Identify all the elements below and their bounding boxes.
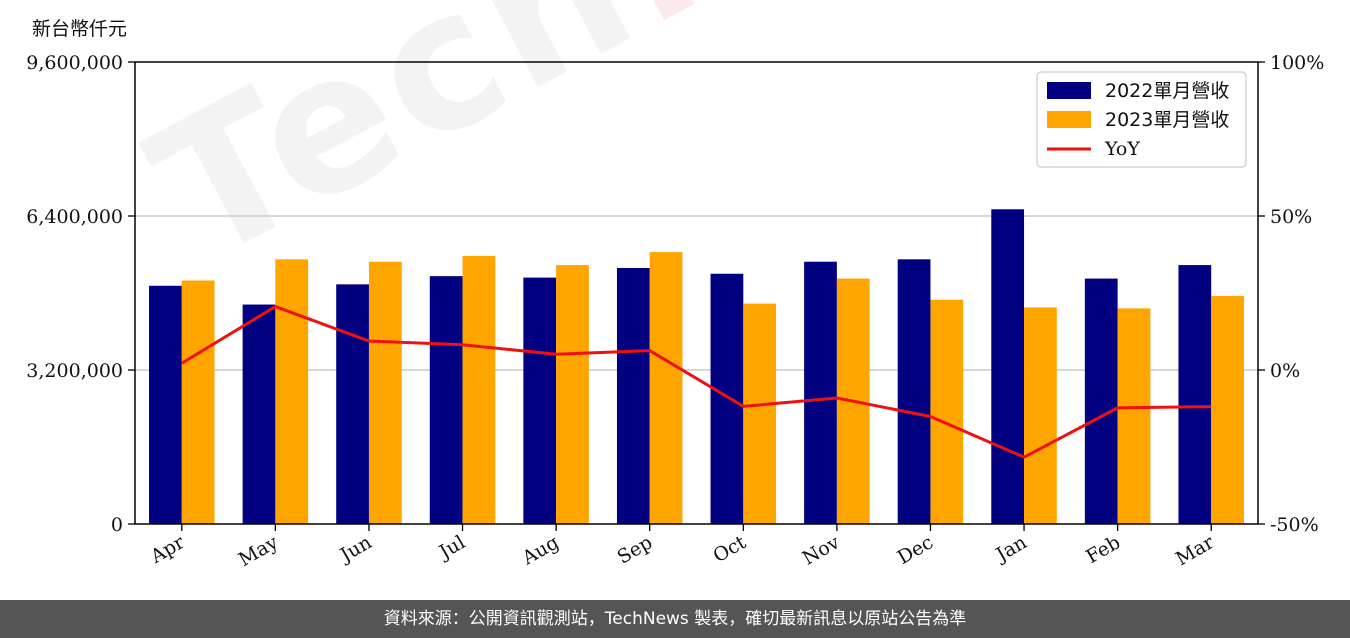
bar-2022 xyxy=(429,276,463,524)
bar-2022 xyxy=(336,284,369,524)
x-tick-label: Feb xyxy=(1082,531,1124,568)
legend-label-yoy: YoY xyxy=(1104,138,1140,160)
legend-label-2022: 2022單月營收 xyxy=(1105,80,1229,102)
bar-2022 xyxy=(1084,278,1118,524)
bar-2023 xyxy=(275,259,309,524)
chart-area: TechNews 新台幣仟元 03,200,0006,400,0009,600,… xyxy=(26,0,1324,571)
x-tick-label: May xyxy=(235,531,282,571)
bar-2023 xyxy=(1024,307,1057,524)
bar-2023 xyxy=(368,261,402,524)
y-tick-label: 3,200,000 xyxy=(26,360,123,382)
x-tick-label: Apr xyxy=(146,531,189,568)
bar-2022 xyxy=(991,209,1025,524)
x-tick-label: Jun xyxy=(335,531,376,567)
yoy-line xyxy=(181,305,1212,459)
bar-2022 xyxy=(804,261,837,524)
source-footer: 資料來源：公開資訊觀測站，TechNews 製表，確切最新訊息以原站公告為準 xyxy=(0,600,1350,638)
bar-2023 xyxy=(743,303,777,524)
bar-2023 xyxy=(649,252,683,524)
x-tick-label: Jul xyxy=(434,531,469,564)
bar-2023 xyxy=(181,280,215,524)
revenue-chart: 0 3,200,000 6,400,000 9,600,000 -50% 0% 50% 100… xyxy=(26,52,1324,571)
bar-2023 xyxy=(462,255,496,524)
bar-2022 xyxy=(897,259,931,524)
x-tick-label: Sep xyxy=(614,531,657,568)
bar-2022 xyxy=(710,273,744,524)
x-tick-label: Aug xyxy=(518,531,563,570)
legend-swatch-2022 xyxy=(1047,82,1091,99)
bar-2022 xyxy=(1178,265,1212,524)
bar-2023 xyxy=(1211,295,1244,524)
x-tick-label: Dec xyxy=(894,531,937,569)
y-axis-unit-label: 新台幣仟元 xyxy=(32,18,128,40)
y-tick-label: 9,600,000 xyxy=(26,52,123,74)
legend-label-2023: 2023單月營收 xyxy=(1105,109,1229,131)
plot-frame xyxy=(134,61,1259,525)
bar-2022 xyxy=(523,277,557,524)
bar-2022 xyxy=(616,267,650,524)
y-right-tick-label: -50% xyxy=(1270,514,1319,536)
y-right-tick-label: 50% xyxy=(1270,206,1312,228)
bar-2023 xyxy=(1117,308,1151,524)
legend-swatch-2023 xyxy=(1047,111,1091,128)
x-tick-label: Jan xyxy=(991,531,1031,567)
x-tick-label: Oct xyxy=(709,531,750,567)
bar-2022 xyxy=(149,285,182,524)
y-tick-label: 6,400,000 xyxy=(26,206,123,228)
y-right-tick-label: 100% xyxy=(1270,52,1324,74)
x-tick-label: Nov xyxy=(799,531,844,570)
bar-2023 xyxy=(930,299,964,524)
x-tick-label: Mar xyxy=(1172,531,1218,570)
y-right-tick-label: 0% xyxy=(1270,360,1300,382)
bar-2023 xyxy=(556,265,589,524)
y-tick-label: 0 xyxy=(111,514,123,536)
bar-2022 xyxy=(242,304,276,524)
